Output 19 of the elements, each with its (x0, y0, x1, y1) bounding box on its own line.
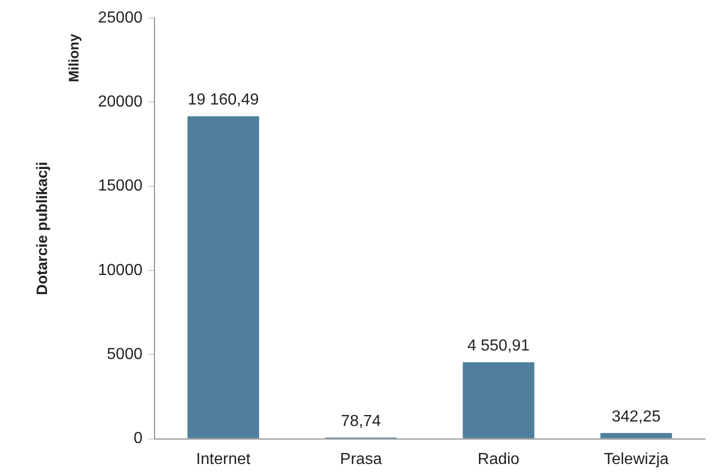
bar (188, 116, 260, 438)
y-tick-label: 0 (134, 430, 143, 448)
bar (462, 362, 534, 438)
text: Miliony (65, 34, 82, 82)
y-axis-title: Dotarcie publikacji (34, 162, 52, 296)
y-tick-label: 15000 (98, 178, 143, 195)
y-tick-label: 25000 (98, 9, 143, 26)
bar (600, 433, 672, 438)
x-tick-label: Prasa (340, 450, 382, 468)
data-label: 19 160,49 (188, 92, 259, 109)
data-label: 342,25 (612, 408, 661, 426)
x-tick-label: Internet (196, 450, 251, 468)
x-tick-label: Radio (478, 450, 520, 468)
y-tick-label: 20000 (98, 94, 143, 111)
data-label: 4 550,91 (467, 338, 530, 355)
y-tick-label: 5000 (106, 346, 143, 364)
data-label: 78,74 (340, 412, 382, 430)
x-tick-label: Telewizja (604, 450, 669, 468)
y-tick-label: 10000 (98, 262, 143, 279)
